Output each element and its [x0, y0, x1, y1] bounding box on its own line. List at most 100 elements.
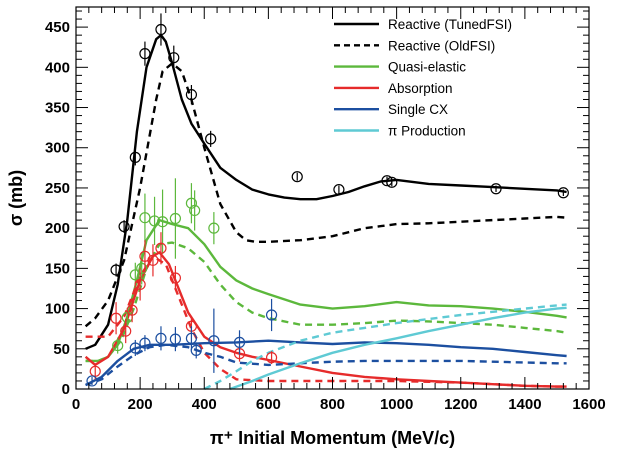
- x-tick-label: 1200: [444, 396, 477, 413]
- y-tick-label: 200: [45, 220, 70, 237]
- data-point: [233, 330, 246, 355]
- y-tick-label: 250: [45, 180, 70, 197]
- y-tick-label: 0: [62, 381, 70, 398]
- data-marker: [112, 339, 124, 352]
- data-marker: [129, 342, 141, 354]
- data-marker: [265, 352, 278, 364]
- data-marker: [185, 89, 198, 101]
- data-point: [168, 45, 180, 70]
- data-point: [155, 232, 167, 265]
- data-point: [148, 196, 161, 246]
- x-tick-label: 600: [256, 396, 281, 413]
- data-point: [185, 85, 198, 105]
- data-point: [386, 176, 398, 188]
- data-marker: [147, 254, 159, 266]
- data-point: [208, 308, 220, 373]
- legend-entry: Quasi-elastic: [334, 60, 466, 75]
- data-point: [333, 183, 345, 196]
- legend-label: Absorption: [388, 81, 453, 96]
- legend-label: Single CX: [388, 102, 448, 117]
- plot-area: [84, 13, 569, 391]
- legend-label: Reactive (OldFSI): [388, 38, 495, 53]
- data-point: [208, 212, 220, 245]
- data-marker: [136, 262, 148, 274]
- data-point: [129, 339, 141, 357]
- data-marker: [386, 176, 398, 188]
- legend-entry: Reactive (TunedFSI): [334, 17, 512, 32]
- data-marker: [233, 336, 246, 348]
- legend-label: π Production: [388, 124, 466, 139]
- data-marker: [155, 332, 167, 344]
- y-tick-label: 50: [53, 341, 70, 358]
- data-marker: [139, 48, 151, 60]
- x-tick-label: 400: [192, 396, 217, 413]
- data-point: [126, 298, 138, 323]
- data-point: [169, 265, 181, 291]
- legend-entry: π Production: [334, 124, 466, 139]
- data-marker: [148, 215, 161, 227]
- data-point: [112, 337, 124, 354]
- data-point: [189, 190, 201, 231]
- data-point: [134, 268, 146, 301]
- data-marker: [156, 216, 169, 228]
- x-tick-label: 0: [72, 396, 80, 413]
- series-line-6: [85, 339, 567, 387]
- data-point: [120, 319, 132, 344]
- data-marker: [189, 204, 201, 217]
- data-point: [205, 130, 217, 147]
- x-axis-title: π⁺ Initial Momentum (MeV/c): [210, 428, 455, 448]
- legend-label: Reactive (TunedFSI): [388, 17, 512, 32]
- data-point: [110, 302, 122, 335]
- data-point: [139, 41, 151, 66]
- data-point: [169, 178, 181, 259]
- data-point: [155, 326, 167, 351]
- series-line-0: [85, 33, 567, 350]
- y-axis-title: σ (mb): [6, 170, 26, 226]
- y-tick-label: 450: [45, 19, 70, 36]
- data-marker: [490, 183, 502, 195]
- data-point: [110, 263, 122, 277]
- data-marker: [265, 309, 278, 321]
- x-tick-label: 1400: [508, 396, 541, 413]
- series-line-8: [229, 306, 567, 391]
- data-marker: [155, 23, 167, 36]
- data-marker: [169, 272, 181, 284]
- data-point: [265, 351, 278, 365]
- data-marker: [205, 133, 217, 145]
- data-marker: [89, 365, 101, 377]
- data-point: [265, 298, 278, 332]
- data-point: [557, 187, 569, 199]
- data-point: [155, 13, 167, 46]
- data-point: [147, 244, 159, 277]
- data-point: [118, 220, 130, 233]
- data-marker: [120, 325, 132, 337]
- data-point: [139, 335, 151, 352]
- data-marker: [190, 344, 202, 356]
- y-tick-label: 400: [45, 59, 70, 76]
- data-marker: [139, 212, 151, 224]
- data-marker: [110, 264, 122, 276]
- data-marker: [169, 212, 181, 225]
- data-marker: [185, 332, 198, 344]
- legend-label: Quasi-elastic: [388, 60, 466, 75]
- data-marker: [118, 220, 130, 233]
- x-tick-label: 1600: [572, 396, 605, 413]
- data-marker: [291, 171, 303, 183]
- data-point: [185, 326, 198, 351]
- y-tick-label: 300: [45, 140, 70, 157]
- y-tick-label: 150: [45, 260, 70, 277]
- data-point: [139, 193, 151, 242]
- x-tick-label: 200: [128, 396, 153, 413]
- data-point: [190, 342, 202, 359]
- data-marker: [169, 333, 181, 345]
- data-marker: [86, 375, 98, 387]
- data-marker: [208, 222, 220, 234]
- legend-entry: Absorption: [334, 81, 453, 96]
- legend-entry: Single CX: [334, 102, 448, 117]
- data-marker: [168, 52, 180, 64]
- y-tick-label: 100: [45, 301, 70, 318]
- data-marker: [155, 242, 167, 254]
- legend-entry: Reactive (OldFSI): [334, 38, 495, 53]
- x-tick-label: 1000: [380, 396, 413, 413]
